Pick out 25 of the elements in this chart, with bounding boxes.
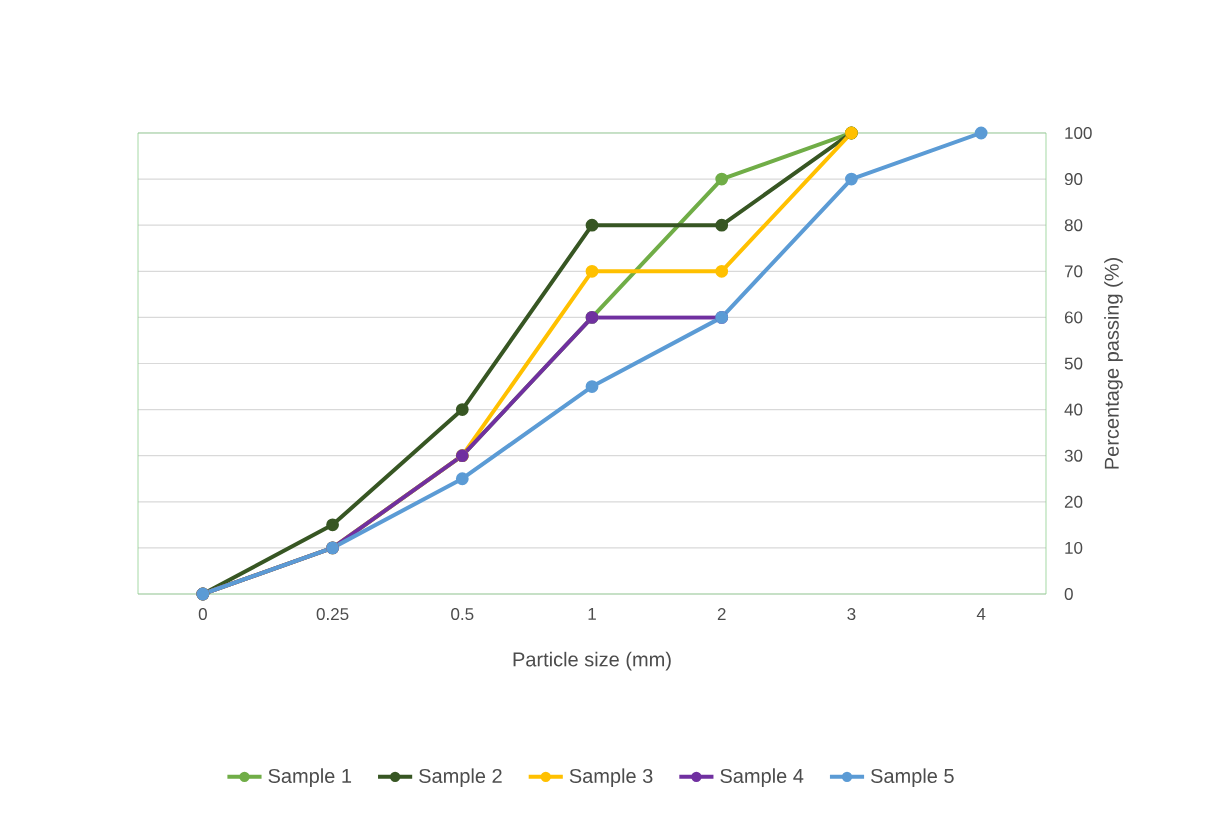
y-tick-label: 50 [1064,357,1083,370]
x-tick-label: 4 [976,608,986,620]
x-tick-label: 0.5 [451,608,474,621]
y-tick-label: 100 [1065,126,1092,139]
x-tick-label: 3 [847,608,856,621]
y-tick-label: 20 [1064,495,1083,508]
y-tick-label: 40 [1064,403,1083,416]
y-axis-title: Percentage passing (%) [1104,258,1123,469]
x-axis-title: Particle size (mm) [513,651,671,671]
y-tick-label: 0 [1064,587,1073,600]
y-tick-label: 90 [1064,173,1083,186]
legend-label: Sample 1 [268,768,352,787]
x-tick-label: 1 [588,608,596,620]
legend-label: Sample 5 [871,768,954,787]
legend-label: Sample 2 [419,768,502,787]
y-tick-label: 10 [1065,541,1083,554]
y-tick-label: 30 [1064,449,1083,462]
x-tick-label: 2 [717,608,726,620]
y-tick-label: 80 [1064,219,1083,232]
x-tick-label: 0.25 [316,608,349,621]
y-tick-label: 70 [1064,265,1083,278]
legend-label: Sample 4 [720,768,804,787]
y-tick-label: 60 [1064,311,1083,324]
x-tick-label: 0 [198,608,207,621]
legend-label: Sample 3 [569,768,653,787]
